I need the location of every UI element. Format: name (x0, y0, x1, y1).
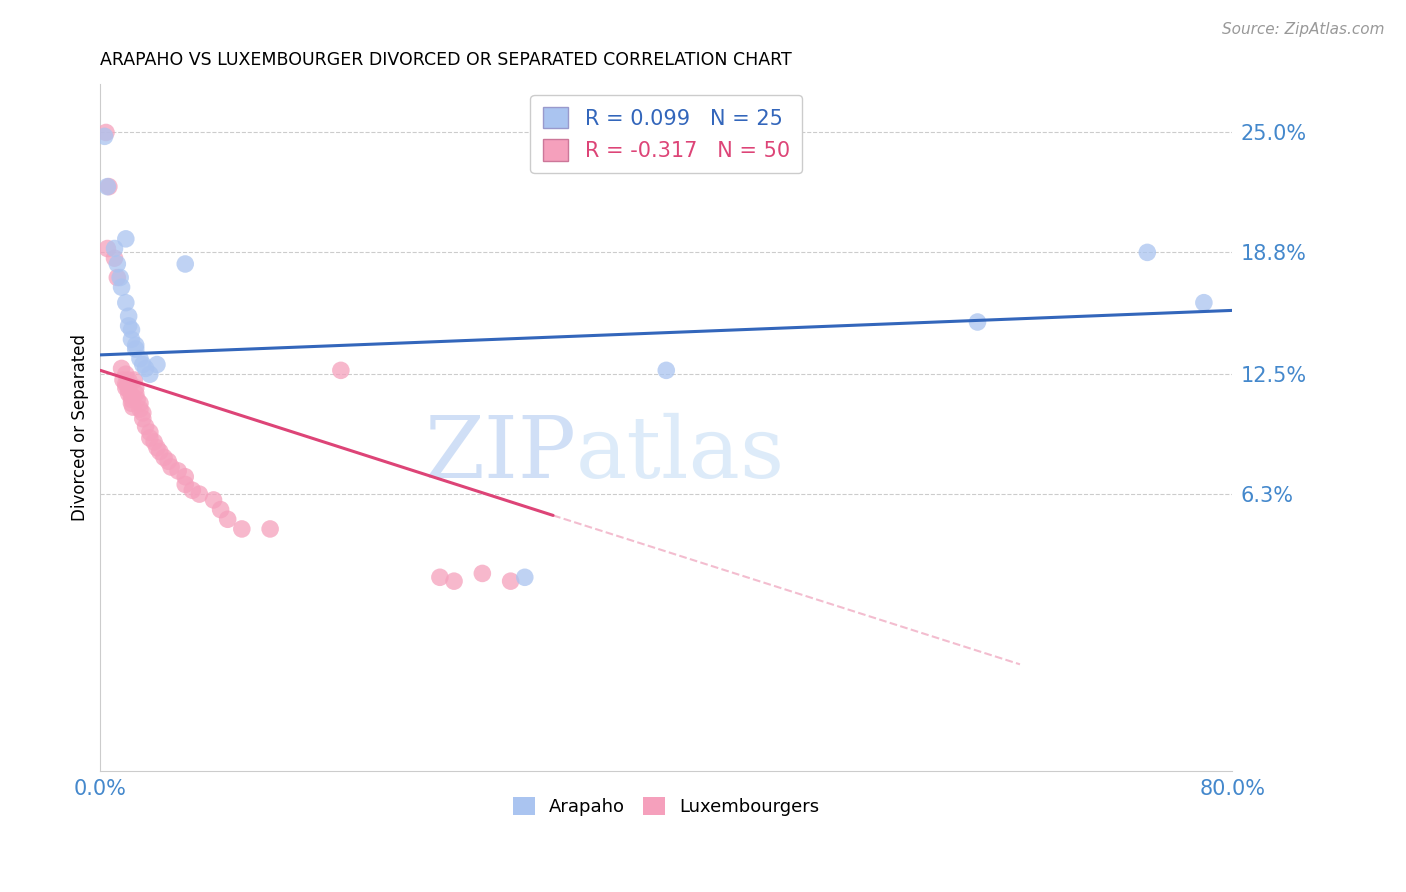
Point (125, 338, 148, 352)
Point (96, 179, 118, 194)
Text: ARAPAHO VS LUXEMBOURGER DIVORCED OR SEPARATED CORRELATION CHART: ARAPAHO VS LUXEMBOURGER DIVORCED OR SEPA… (100, 51, 792, 69)
Point (103, 251, 125, 265)
Point (429, 570, 451, 584)
Point (132, 358, 155, 372)
Point (96, 242, 118, 256)
Point (94, 126, 117, 140)
Point (108, 270, 131, 285)
Point (181, 483, 204, 498)
Point (471, 566, 494, 581)
Point (329, 363, 352, 377)
Point (149, 444, 172, 458)
Point (97, 179, 120, 194)
Point (1136, 245, 1159, 260)
Point (443, 574, 465, 589)
Point (117, 386, 139, 401)
Point (157, 454, 180, 468)
Point (121, 333, 143, 347)
Point (125, 381, 148, 395)
Point (174, 477, 197, 491)
Point (117, 318, 139, 333)
Point (114, 232, 136, 246)
Point (122, 400, 145, 414)
Point (110, 361, 132, 376)
Point (129, 351, 152, 366)
Point (114, 368, 136, 382)
Point (125, 386, 148, 401)
Point (655, 363, 678, 377)
Point (117, 309, 139, 323)
Text: atlas: atlas (575, 413, 785, 497)
Point (127, 392, 149, 407)
Legend: Arapaho, Luxembourgers: Arapaho, Luxembourgers (506, 789, 827, 823)
Point (121, 396, 143, 410)
Point (114, 295, 136, 310)
Point (121, 392, 143, 407)
Point (259, 522, 281, 536)
Point (1192, 295, 1215, 310)
Point (110, 280, 132, 294)
Point (111, 373, 134, 387)
Point (114, 376, 136, 391)
Point (188, 487, 211, 501)
Point (174, 257, 197, 271)
Point (202, 492, 225, 507)
Point (160, 460, 183, 475)
Point (129, 402, 152, 417)
Point (135, 361, 157, 376)
Point (93, 129, 115, 144)
Point (105, 257, 128, 271)
Point (117, 376, 139, 391)
Point (231, 522, 253, 536)
Point (135, 419, 157, 434)
Point (124, 373, 146, 387)
Point (125, 342, 148, 356)
Point (499, 574, 522, 589)
Point (167, 464, 190, 478)
Point (217, 512, 239, 526)
Point (209, 502, 232, 516)
Point (121, 388, 143, 402)
Point (174, 469, 197, 483)
Point (132, 411, 155, 425)
Text: ZIP: ZIP (423, 413, 575, 497)
Point (146, 358, 169, 372)
Point (143, 434, 166, 449)
Point (146, 441, 169, 455)
Text: Source: ZipAtlas.com: Source: ZipAtlas.com (1222, 22, 1385, 37)
Point (966, 315, 988, 329)
Point (105, 270, 128, 285)
Point (103, 242, 125, 256)
Point (513, 570, 536, 584)
Point (129, 396, 152, 410)
Point (139, 425, 162, 440)
Point (117, 373, 139, 387)
Point (153, 450, 176, 465)
Point (139, 368, 162, 382)
Point (114, 381, 136, 395)
Point (139, 431, 162, 445)
Point (117, 383, 139, 397)
Y-axis label: Divorced or Separated: Divorced or Separated (72, 334, 89, 521)
Point (132, 406, 155, 420)
Point (121, 323, 143, 337)
